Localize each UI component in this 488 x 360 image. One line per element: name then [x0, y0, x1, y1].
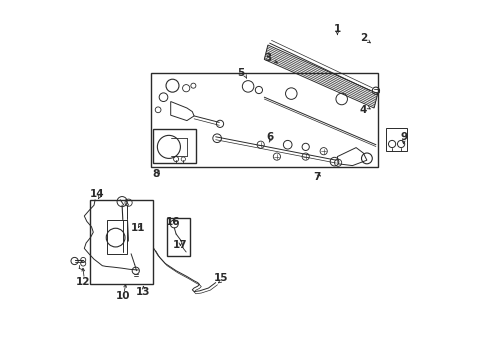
Text: 2: 2 — [359, 33, 366, 43]
Text: 9: 9 — [399, 132, 407, 142]
Text: 4: 4 — [359, 105, 366, 115]
Text: 13: 13 — [136, 287, 150, 297]
Text: 7: 7 — [312, 172, 320, 182]
Bar — [385, 128, 407, 151]
Bar — [107, 220, 126, 254]
Text: 17: 17 — [173, 240, 187, 250]
Text: 3: 3 — [264, 53, 271, 63]
Bar — [90, 200, 153, 284]
Text: 15: 15 — [213, 273, 228, 283]
Text: 14: 14 — [89, 189, 104, 199]
Text: 6: 6 — [265, 132, 273, 142]
Bar — [167, 218, 190, 256]
Text: 5: 5 — [237, 68, 244, 78]
Text: 11: 11 — [131, 222, 145, 233]
Text: 1: 1 — [333, 24, 340, 34]
Text: 10: 10 — [115, 291, 130, 301]
Bar — [152, 129, 196, 163]
Text: 8: 8 — [152, 168, 160, 179]
Text: 12: 12 — [76, 276, 90, 287]
Text: 16: 16 — [165, 217, 180, 228]
